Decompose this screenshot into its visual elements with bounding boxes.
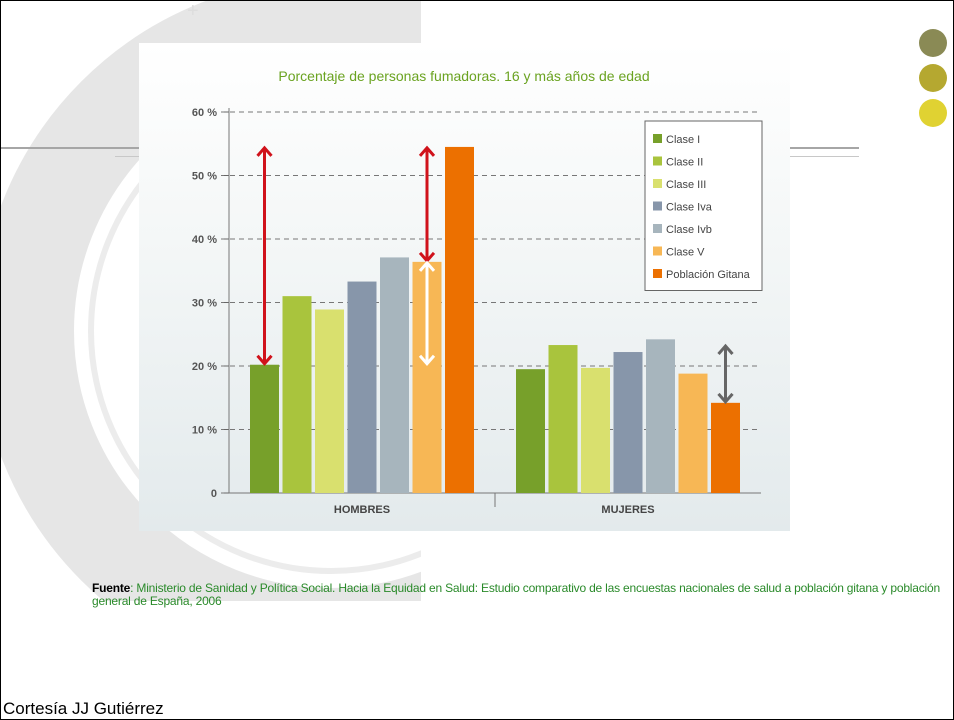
bar	[250, 364, 279, 493]
chart-title: Porcentaje de personas fumadoras. 16 y m…	[278, 68, 649, 84]
legend-swatch	[653, 179, 662, 188]
legend-swatch	[653, 269, 662, 278]
legend-swatch	[653, 246, 662, 256]
y-tick-label: 10 %	[192, 425, 217, 437]
comparison-arrow	[418, 260, 436, 367]
chart-panel: 0 10 % 20 % 30 % 40 % 50 % 60 % HOMBRES MUJERES …	[139, 43, 790, 531]
source-text: Ministerio de Sanidad y Política Social.…	[92, 581, 940, 608]
bar	[380, 257, 409, 493]
legend-entry: Clase V	[666, 247, 705, 259]
bar	[347, 281, 377, 493]
decorative-circle	[919, 99, 947, 127]
bar	[581, 367, 610, 493]
bar	[516, 369, 545, 493]
bar	[548, 345, 578, 493]
bar	[282, 296, 312, 493]
legend-box	[644, 120, 763, 291]
legend-swatch	[653, 201, 662, 211]
bar	[613, 352, 643, 493]
legend-entry: Clase II	[666, 157, 703, 169]
source-note: Fuente: Ministerio de Sanidad y Política…	[92, 582, 952, 608]
legend-entry: Población Gitana	[666, 269, 751, 281]
y-tick-label: 40 %	[192, 234, 217, 246]
chart-legend: Clase I Clase II Clase III Clase Iva Clase I…	[644, 120, 763, 291]
credit-text: Cortesía JJ Gutiérrez	[3, 699, 164, 718]
y-tick-label: 50 %	[192, 171, 217, 183]
bar-chart: 010 %20 %30 %40 %50 %60 %HOMBRES MUJERES …	[192, 68, 763, 516]
legend-entry: Clase I	[666, 134, 700, 146]
bar	[315, 309, 344, 493]
category-label: MUJERES	[601, 504, 654, 516]
y-tick-label: 60 %	[192, 107, 217, 119]
bar	[711, 402, 740, 493]
bar	[678, 373, 708, 493]
comparison-arrow	[256, 145, 273, 367]
legend-swatch	[653, 224, 662, 233]
comparison-arrow	[717, 343, 734, 405]
decorative-circle	[919, 29, 947, 57]
svg-text:+: +	[187, 1, 199, 22]
legend-entry: Clase Iva	[666, 202, 713, 214]
source-label: Fuente	[92, 581, 131, 595]
source-separator: :	[130, 581, 137, 595]
y-tick-label: 0	[211, 488, 217, 500]
decorative-circle	[919, 64, 947, 92]
legend-entry: Clase Ivb	[666, 224, 712, 236]
y-tick-label: 30 %	[192, 298, 217, 310]
legend-swatch	[653, 134, 662, 143]
bar	[646, 339, 675, 493]
category-label: HOMBRES	[334, 504, 390, 516]
bar	[445, 146, 474, 494]
legend-swatch	[653, 156, 662, 166]
y-tick-label: 20 %	[192, 361, 217, 373]
comparison-arrow	[418, 145, 436, 264]
legend-entry: Clase III	[666, 179, 706, 191]
